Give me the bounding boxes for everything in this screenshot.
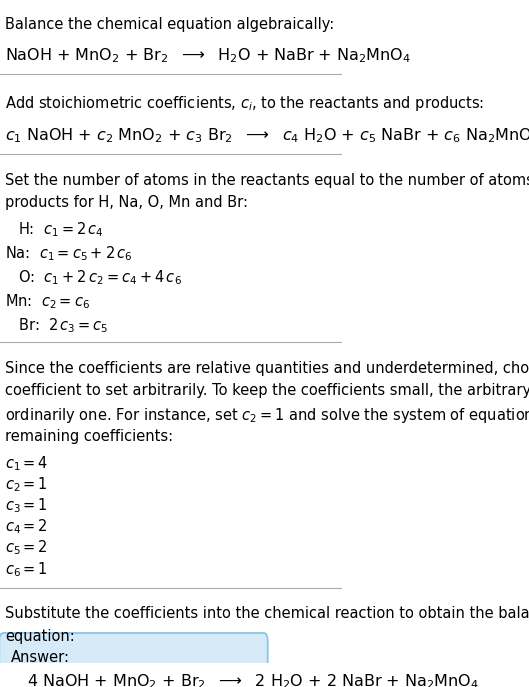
Text: $c_2 = 1$: $c_2 = 1$ [5, 475, 48, 494]
Text: equation:: equation: [5, 629, 75, 644]
Text: $c_1 = 4$: $c_1 = 4$ [5, 454, 49, 473]
Text: NaOH + MnO$_2$ + Br$_2$  $\longrightarrow$  H$_2$O + NaBr + Na$_2$MnO$_4$: NaOH + MnO$_2$ + Br$_2$ $\longrightarrow… [5, 47, 411, 65]
Text: Add stoichiometric coefficients, $c_i$, to the reactants and products:: Add stoichiometric coefficients, $c_i$, … [5, 94, 485, 113]
Text: coefficient to set arbitrarily. To keep the coefficients small, the arbitrary va: coefficient to set arbitrarily. To keep … [5, 383, 529, 398]
Text: H:  $c_1 = 2\,c_4$: H: $c_1 = 2\,c_4$ [18, 221, 104, 239]
Text: $c_1$ NaOH + $c_2$ MnO$_2$ + $c_3$ Br$_2$  $\longrightarrow$  $c_4$ H$_2$O + $c_: $c_1$ NaOH + $c_2$ MnO$_2$ + $c_3$ Br$_2… [5, 126, 529, 145]
Text: remaining coefficients:: remaining coefficients: [5, 429, 174, 444]
Text: products for H, Na, O, Mn and Br:: products for H, Na, O, Mn and Br: [5, 195, 248, 210]
Text: Br:  $2\,c_3 = c_5$: Br: $2\,c_3 = c_5$ [18, 316, 108, 335]
Text: Na:  $c_1 = c_5 + 2\,c_6$: Na: $c_1 = c_5 + 2\,c_6$ [5, 244, 133, 263]
Text: Mn:  $c_2 = c_6$: Mn: $c_2 = c_6$ [5, 292, 90, 311]
Text: Since the coefficients are relative quantities and underdetermined, choose a: Since the coefficients are relative quan… [5, 361, 529, 376]
Text: 4 NaOH + MnO$_2$ + Br$_2$  $\longrightarrow$  2 H$_2$O + 2 NaBr + Na$_2$MnO$_4$: 4 NaOH + MnO$_2$ + Br$_2$ $\longrightarr… [28, 672, 479, 687]
Text: O:  $c_1 + 2\,c_2 = c_4 + 4\,c_6$: O: $c_1 + 2\,c_2 = c_4 + 4\,c_6$ [18, 268, 181, 286]
Text: Set the number of atoms in the reactants equal to the number of atoms in the: Set the number of atoms in the reactants… [5, 172, 529, 188]
Text: $c_5 = 2$: $c_5 = 2$ [5, 539, 48, 557]
Text: $c_3 = 1$: $c_3 = 1$ [5, 496, 48, 515]
Text: $c_6 = 1$: $c_6 = 1$ [5, 560, 48, 578]
Text: ordinarily one. For instance, set $c_2 = 1$ and solve the system of equations fo: ordinarily one. For instance, set $c_2 =… [5, 406, 529, 425]
Text: $c_4 = 2$: $c_4 = 2$ [5, 517, 48, 537]
Text: Substitute the coefficients into the chemical reaction to obtain the balanced: Substitute the coefficients into the che… [5, 607, 529, 622]
Text: Answer:: Answer: [11, 650, 70, 665]
Text: Balance the chemical equation algebraically:: Balance the chemical equation algebraica… [5, 16, 334, 32]
FancyBboxPatch shape [0, 633, 268, 687]
